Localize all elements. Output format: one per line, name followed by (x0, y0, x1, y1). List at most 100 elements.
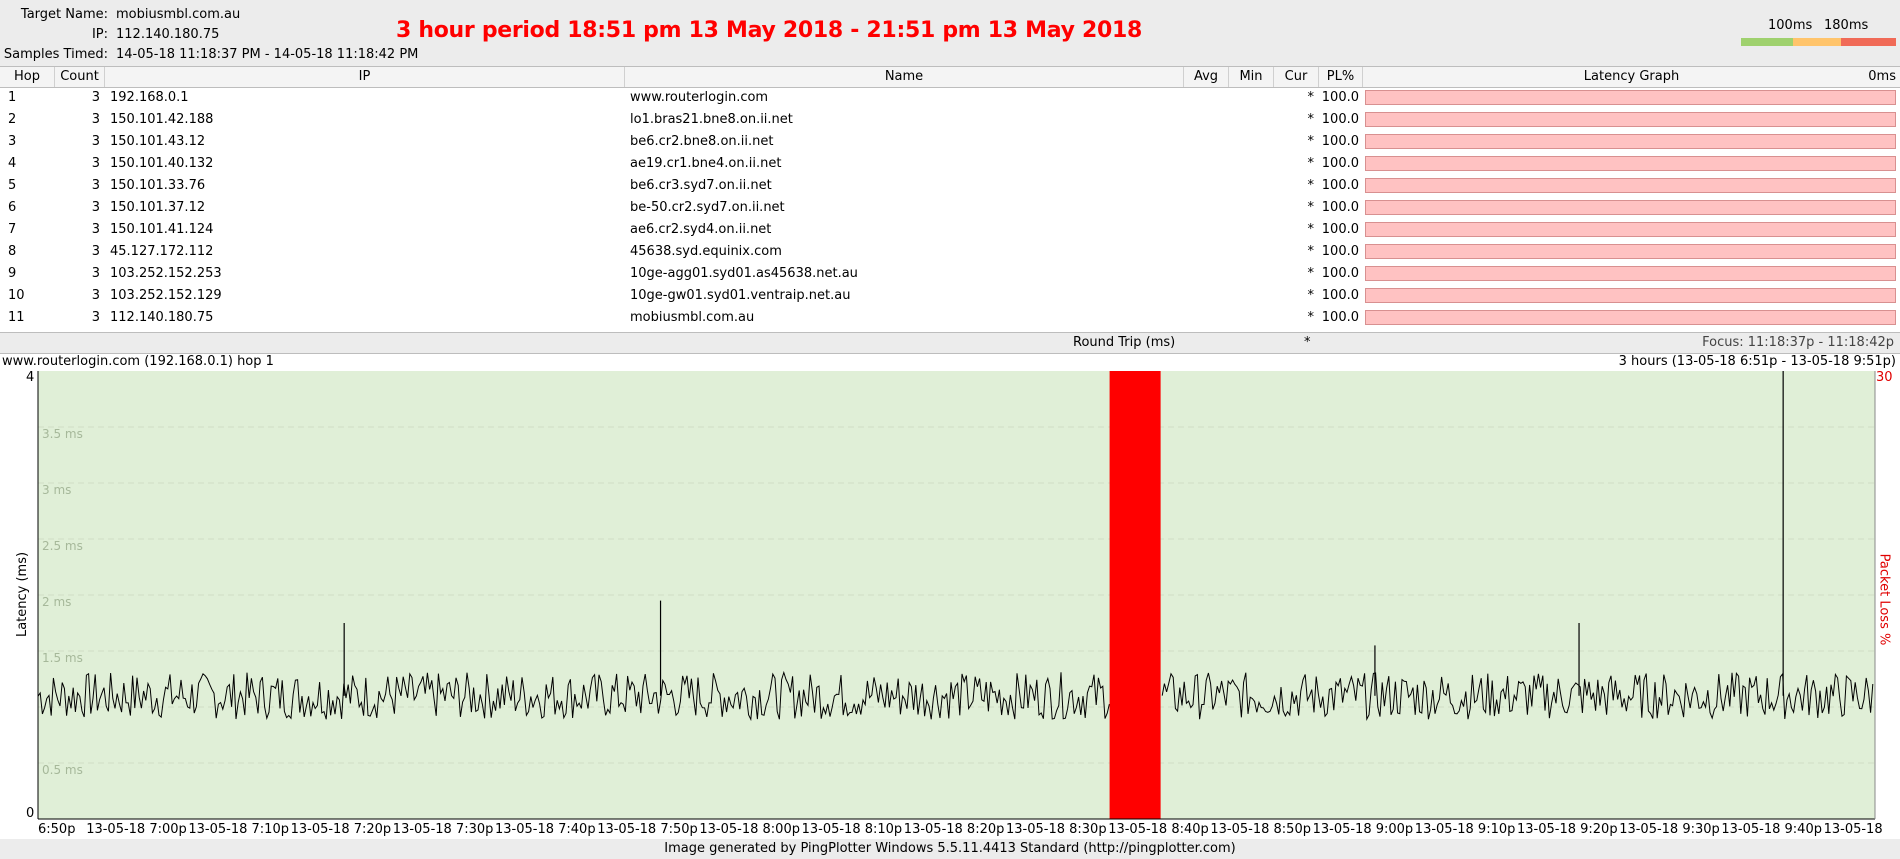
x-tick-label: 6:50p (38, 822, 76, 837)
hop-cell: 3 (8, 134, 17, 149)
col-min[interactable]: Min (1229, 67, 1274, 87)
x-tick-label: 13-05-18 7:00p (86, 822, 187, 837)
table-row[interactable]: 6 3 150.101.37.12 be-50.cr2.syd7.on.ii.net *… (0, 197, 1900, 219)
name-cell: be6.cr2.bne8.on.ii.net (630, 134, 774, 149)
table-row[interactable]: 4 3 150.101.40.132 ae19.cr1.bne4.on.ii.net *… (0, 153, 1900, 175)
report-header: Target Name: mobiusmbl.com.au IP: 112.14… (0, 0, 1900, 66)
table-row[interactable]: 5 3 150.101.33.76 be6.cr3.syd7.on.ii.net * 10… (0, 175, 1900, 197)
name-cell: 10ge-agg01.syd01.as45638.net.au (630, 266, 858, 281)
name-cell: mobiusmbl.com.au (630, 310, 755, 325)
count-cell: 3 (91, 134, 100, 149)
count-cell: 3 (91, 200, 100, 215)
period-banner: 3 hour period 18:51 pm 13 May 2018 - 21:… (396, 18, 1143, 43)
ms-gridline-label: 1.5 ms (42, 651, 83, 665)
pl-cell: 100.0 (1321, 222, 1359, 237)
col-cur[interactable]: Cur (1274, 67, 1319, 87)
ip-cell: 150.101.43.12 (110, 134, 206, 149)
cur-cell: * (1307, 134, 1315, 149)
ms-gridline-label: 3 ms (42, 483, 72, 497)
cur-cell: * (1307, 178, 1315, 193)
x-tick-label: 13-05-18 8:40p (1108, 822, 1209, 837)
pl-cell: 100.0 (1321, 156, 1359, 171)
cur-cell: * (1307, 222, 1315, 237)
packet-loss-bar (1109, 371, 1161, 819)
pl-cell: 100.0 (1321, 112, 1359, 127)
ms-gridline-label: 2.5 ms (42, 539, 83, 553)
x-tick-label: 13-05-18 9:00p (1312, 822, 1414, 837)
latency-bar (1365, 244, 1896, 259)
table-row[interactable]: 8 3 45.127.172.112 45638.syd.equinix.com * 10… (0, 241, 1900, 263)
col-ip[interactable]: IP (105, 67, 625, 87)
cur-cell: * (1307, 90, 1315, 105)
name-cell: be-50.cr2.syd7.on.ii.net (630, 200, 785, 215)
legend-red-bar (1841, 38, 1896, 46)
pl-cell: 100.0 (1321, 266, 1359, 281)
x-tick-label: 13-05-18 9:40p (1721, 822, 1822, 837)
name-cell: ae19.cr1.bne4.on.ii.net (630, 156, 782, 171)
ip-cell: 112.140.180.75 (110, 310, 214, 325)
ip-cell: 45.127.172.112 (110, 244, 214, 259)
cur-cell: * (1307, 200, 1315, 215)
x-tick-label: 13-05-18 8:30p (1006, 822, 1107, 837)
pl-cell: 100.0 (1321, 178, 1359, 193)
latency-bar (1365, 288, 1896, 303)
x-tick-label: 13-05-18 9:20p (1517, 822, 1618, 837)
table-row[interactable]: 9 3 103.252.152.253 10ge-agg01.syd01.as4563… (0, 263, 1900, 285)
latency-bar (1365, 222, 1896, 237)
latency-bar (1365, 178, 1896, 193)
ip-cell: 192.168.0.1 (110, 90, 189, 105)
pl-cell: 100.0 (1321, 244, 1359, 259)
col-count[interactable]: Count (55, 67, 105, 87)
pl-cell: 100.0 (1321, 288, 1359, 303)
latency-graph-header: Latency Graph (1583, 69, 1680, 84)
x-tick-label: 13-05-18 7:10p (188, 822, 289, 837)
ip-cell: 150.101.37.12 (110, 200, 206, 215)
cur-cell: * (1307, 266, 1315, 281)
count-cell: 3 (91, 288, 100, 303)
col-latency-graph[interactable]: Latency Graph 0ms (1363, 67, 1900, 87)
latency-line (1161, 671, 1874, 721)
cur-cell: * (1307, 112, 1315, 127)
ip-cell: 150.101.40.132 (110, 156, 214, 171)
table-row[interactable]: 11 3 112.140.180.75 mobiusmbl.com.au * 100.0 (0, 307, 1900, 329)
pl-cell: 100.0 (1321, 134, 1359, 149)
count-cell: 3 (91, 310, 100, 325)
count-cell: 3 (91, 244, 100, 259)
pl-cell: 100.0 (1321, 310, 1359, 325)
hop-cell: 4 (8, 156, 17, 171)
table-row[interactable]: 1 3 192.168.0.1 www.routerlogin.com * 100.0 (0, 87, 1900, 109)
col-hop[interactable]: Hop (0, 67, 55, 87)
samples-label: Samples Timed: (3, 47, 108, 62)
name-cell: be6.cr3.syd7.on.ii.net (630, 178, 772, 193)
cur-cell: * (1307, 244, 1315, 259)
table-row[interactable]: 10 3 103.252.152.129 10ge-gw01.syd01.ventra… (0, 285, 1900, 307)
x-tick-label: 13-05-18 7:20p (290, 822, 392, 837)
latency-line (37, 670, 1110, 722)
pl-cell: 100.0 (1321, 200, 1359, 215)
table-row[interactable]: 3 3 150.101.43.12 be6.cr2.bne8.on.ii.net * 10… (0, 131, 1900, 153)
latency-bar (1365, 112, 1896, 127)
round-trip-cur: * (1304, 335, 1311, 350)
cur-cell: * (1307, 156, 1315, 171)
hop-cell: 7 (8, 222, 17, 237)
col-pl[interactable]: PL% (1319, 67, 1363, 87)
legend-100ms-label: 100ms (1768, 18, 1813, 33)
col-avg[interactable]: Avg (1184, 67, 1229, 87)
ip-cell: 150.101.41.124 (110, 222, 214, 237)
cur-cell: * (1307, 310, 1315, 325)
latency-scale-label: 0ms (1868, 69, 1896, 84)
table-header: Hop Count IP Name Avg Min Cur PL% Latenc… (0, 66, 1900, 88)
name-cell: lo1.bras21.bne8.on.ii.net (630, 112, 793, 127)
name-cell: www.routerlogin.com (630, 90, 769, 105)
latency-bar (1365, 310, 1896, 325)
ip-value: 112.140.180.75 (116, 27, 220, 42)
x-tick-label: 13-05-18 7:30p (392, 822, 494, 837)
table-row[interactable]: 2 3 150.101.42.188 lo1.bras21.bne8.on.ii.ne… (0, 109, 1900, 131)
hop-cell: 1 (8, 90, 17, 105)
samples-value: 14-05-18 11:18:37 PM - 14-05-18 11:18:42… (116, 47, 419, 62)
table-row[interactable]: 7 3 150.101.41.124 ae6.cr2.syd4.on.ii.net * 1… (0, 219, 1900, 241)
col-name[interactable]: Name (625, 67, 1184, 87)
target-name-label: Target Name: (20, 7, 108, 22)
ip-cell: 150.101.33.76 (110, 178, 206, 193)
